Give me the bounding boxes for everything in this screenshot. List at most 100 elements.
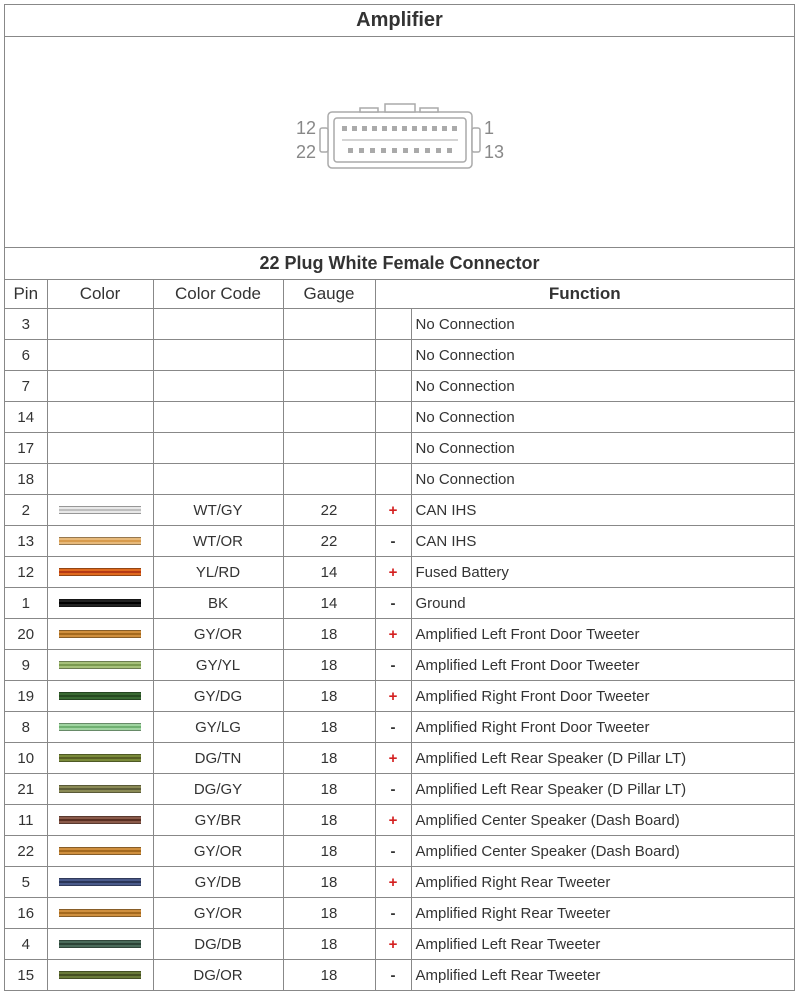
cell-polarity: - [375, 712, 411, 743]
cell-gauge [283, 309, 375, 340]
cell-polarity: - [375, 898, 411, 929]
cell-function: Amplified Left Rear Speaker (D Pillar LT… [411, 743, 794, 774]
cell-pin: 2 [5, 495, 47, 526]
cell-pin: 14 [5, 402, 47, 433]
cell-color-swatch [47, 929, 153, 960]
cell-color-code: DG/TN [153, 743, 283, 774]
cell-color-swatch [47, 681, 153, 712]
cell-pin: 13 [5, 526, 47, 557]
table-row: 14 No Connection [5, 402, 794, 433]
cell-function: CAN IHS [411, 526, 794, 557]
cell-color-code: GY/OR [153, 898, 283, 929]
cell-color-code [153, 309, 283, 340]
cell-gauge [283, 371, 375, 402]
cell-function: No Connection [411, 371, 794, 402]
connector-diagram-area: 12 22 1 13 [5, 37, 794, 248]
cell-pin: 21 [5, 774, 47, 805]
table-row: 6No Connection [5, 340, 794, 371]
table-header-row: Pin Color Color Code Gauge Function [5, 280, 794, 309]
table-row: 9GY/YL18-Amplified Left Front Door Tweet… [5, 650, 794, 681]
table-row: 5GY/DB18+Amplified Right Rear Tweeter [5, 867, 794, 898]
cell-color-swatch [47, 774, 153, 805]
cell-pin: 4 [5, 929, 47, 960]
cell-gauge: 18 [283, 836, 375, 867]
cell-color-swatch [47, 433, 153, 464]
cell-gauge [283, 402, 375, 433]
cell-color-swatch [47, 743, 153, 774]
cell-pin: 12 [5, 557, 47, 588]
table-row: 8GY/LG18-Amplified Right Front Door Twee… [5, 712, 794, 743]
cell-color-swatch [47, 619, 153, 650]
cell-function: Amplified Left Rear Tweeter [411, 929, 794, 960]
cell-color-code: DG/GY [153, 774, 283, 805]
table-row: 22GY/OR18-Amplified Center Speaker (Dash… [5, 836, 794, 867]
cell-color-swatch [47, 805, 153, 836]
cell-color-code: GY/BR [153, 805, 283, 836]
conn-label-tr: 1 [484, 118, 494, 138]
table-row: 18No Connection [5, 464, 794, 495]
cell-pin: 11 [5, 805, 47, 836]
cell-function: No Connection [411, 433, 794, 464]
cell-function: Amplified Left Front Door Tweeter [411, 619, 794, 650]
cell-pin: 9 [5, 650, 47, 681]
cell-gauge: 14 [283, 557, 375, 588]
pinout-table: Pin Color Color Code Gauge Function 3No … [5, 280, 794, 990]
wire-swatch-icon [59, 971, 141, 979]
cell-pin: 7 [5, 371, 47, 402]
cell-polarity: + [375, 929, 411, 960]
cell-color-code: GY/DG [153, 681, 283, 712]
cell-pin: 3 [5, 309, 47, 340]
table-row: 4DG/DB18+Amplified Left Rear Tweeter [5, 929, 794, 960]
cell-polarity: - [375, 650, 411, 681]
cell-function: No Connection [411, 402, 794, 433]
cell-gauge [283, 433, 375, 464]
cell-color-swatch [47, 557, 153, 588]
cell-gauge: 18 [283, 774, 375, 805]
cell-function: No Connection [411, 340, 794, 371]
cell-polarity [375, 402, 411, 433]
conn-label-bl: 22 [295, 142, 315, 162]
wire-swatch-icon [59, 661, 141, 669]
cell-function: Amplified Right Front Door Tweeter [411, 712, 794, 743]
cell-color-swatch [47, 309, 153, 340]
cell-pin: 15 [5, 960, 47, 991]
wire-swatch-icon [59, 785, 141, 793]
cell-pin: 1 [5, 588, 47, 619]
cell-color-swatch [47, 464, 153, 495]
cell-color-code: GY/DB [153, 867, 283, 898]
cell-polarity [375, 371, 411, 402]
page-title: Amplifier [5, 5, 794, 37]
cell-function: Amplified Right Front Door Tweeter [411, 681, 794, 712]
cell-gauge: 18 [283, 650, 375, 681]
wire-swatch-icon [59, 537, 141, 545]
cell-color-swatch [47, 650, 153, 681]
cell-function: Amplified Center Speaker (Dash Board) [411, 805, 794, 836]
wire-swatch-icon [59, 630, 141, 638]
table-row: 11GY/BR18+Amplified Center Speaker (Dash… [5, 805, 794, 836]
table-row: 2WT/GY22+CAN IHS [5, 495, 794, 526]
wire-swatch-icon [59, 568, 141, 576]
amplifier-pinout-page: Amplifier [4, 4, 795, 991]
wire-swatch-icon [59, 723, 141, 731]
cell-color-code: WT/GY [153, 495, 283, 526]
cell-color-swatch [47, 588, 153, 619]
cell-color-swatch [47, 960, 153, 991]
cell-gauge: 18 [283, 805, 375, 836]
cell-color-code [153, 464, 283, 495]
cell-color-swatch [47, 867, 153, 898]
cell-color-code: WT/OR [153, 526, 283, 557]
cell-color-code: GY/OR [153, 836, 283, 867]
cell-polarity [375, 340, 411, 371]
table-row: 3No Connection [5, 309, 794, 340]
cell-color-code: DG/DB [153, 929, 283, 960]
cell-pin: 19 [5, 681, 47, 712]
conn-label-tl: 12 [295, 118, 315, 138]
table-row: 16GY/OR18-Amplified Right Rear Tweeter [5, 898, 794, 929]
cell-pin: 16 [5, 898, 47, 929]
cell-color-code: GY/OR [153, 619, 283, 650]
cell-color-code: DG/OR [153, 960, 283, 991]
cell-pin: 20 [5, 619, 47, 650]
connector-diagram-icon: 12 22 1 13 [290, 82, 510, 202]
cell-function: CAN IHS [411, 495, 794, 526]
cell-function: Fused Battery [411, 557, 794, 588]
